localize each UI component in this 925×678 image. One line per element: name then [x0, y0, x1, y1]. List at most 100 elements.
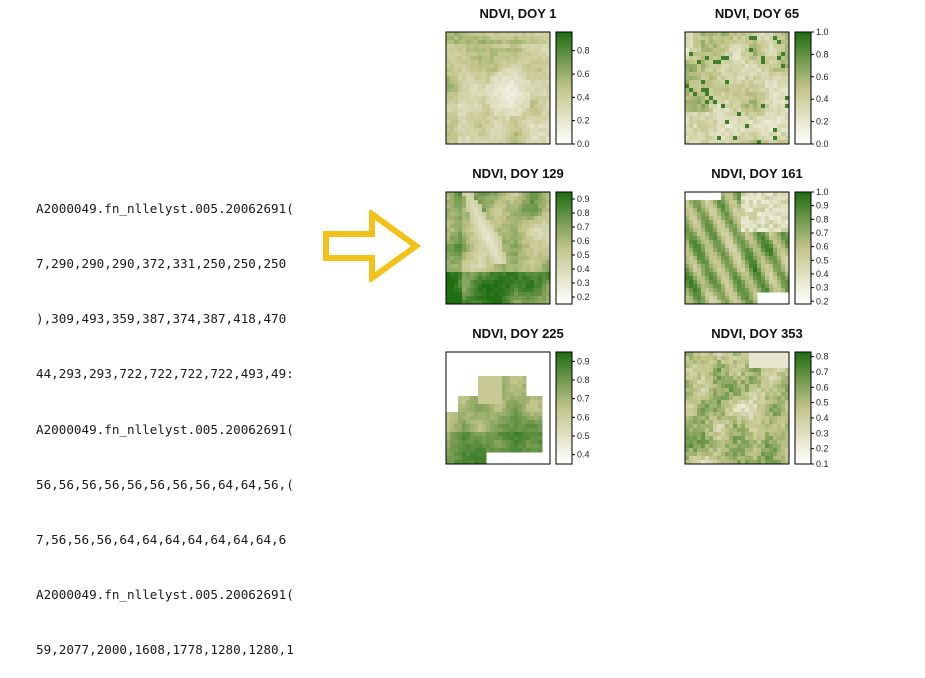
raster-cell — [522, 88, 527, 93]
raster-cell — [693, 260, 698, 265]
raster-cell — [514, 392, 519, 397]
raster-cell — [534, 116, 539, 121]
raster-cell — [685, 424, 690, 429]
raster-cell — [693, 272, 698, 277]
raster-cell — [506, 256, 511, 261]
raster-cell — [498, 240, 503, 245]
raster-cell — [729, 116, 734, 121]
raster-cell — [458, 424, 463, 429]
raster-cell — [709, 240, 714, 245]
raster-cell — [741, 360, 746, 365]
raster-cell — [741, 248, 746, 253]
raster-cell — [526, 68, 531, 73]
raster-cell — [777, 284, 782, 289]
raster-cell — [693, 376, 698, 381]
raster-cell — [510, 112, 515, 117]
raster-cell — [781, 272, 786, 277]
raster-cell — [462, 76, 467, 81]
raster-cell — [502, 192, 507, 197]
raster-cell — [470, 432, 475, 437]
raster-cell — [486, 96, 491, 101]
raster-cell — [466, 84, 471, 89]
raster-cell — [729, 140, 734, 145]
raster-cell — [458, 288, 463, 293]
raster-cell — [510, 44, 515, 49]
raster-cell — [510, 48, 515, 53]
raster-cell — [522, 392, 527, 397]
raster-cell — [757, 140, 762, 145]
raster-cell — [733, 416, 738, 421]
raster-cell — [769, 396, 774, 401]
raster-cell — [689, 440, 694, 445]
raster-cell — [685, 260, 690, 265]
raster-cell — [741, 68, 746, 73]
raster-cell — [685, 396, 690, 401]
raster-cell — [514, 68, 519, 73]
raster-cell — [713, 460, 718, 465]
raster-cell — [502, 32, 507, 37]
raster-cell — [745, 112, 750, 117]
raster-cell — [490, 296, 495, 301]
raster-cell — [773, 200, 778, 205]
raster-cell — [737, 368, 742, 373]
raster-cell — [785, 412, 790, 417]
raster-cell — [749, 36, 754, 41]
raster-cell — [446, 32, 451, 37]
raster-cell — [534, 48, 539, 53]
raster-cell — [462, 456, 467, 461]
raster-cell — [785, 212, 790, 217]
raster-cell — [733, 64, 738, 69]
raster-cell — [490, 284, 495, 289]
raster-cell — [757, 32, 762, 37]
raster-cell — [745, 272, 750, 277]
raster-cell — [510, 416, 515, 421]
raster-cell — [458, 100, 463, 105]
raster-cell — [538, 244, 543, 249]
raster-cell — [518, 388, 523, 393]
raster-cell — [733, 460, 738, 465]
raster-cell — [761, 420, 766, 425]
raster-cell — [689, 376, 694, 381]
raster-cell — [689, 448, 694, 453]
raster-cell — [737, 80, 742, 85]
raster-cell — [506, 212, 511, 217]
raster-cell — [446, 88, 451, 93]
raster-cell — [765, 260, 770, 265]
raster-cell — [510, 228, 515, 233]
raster-cell — [522, 380, 527, 385]
map-frame — [445, 191, 551, 305]
right-arrow-icon — [323, 210, 422, 282]
raster-cell — [482, 432, 487, 437]
raster-cell — [458, 212, 463, 217]
raster-cell — [757, 264, 762, 269]
raster-cell — [757, 112, 762, 117]
raster-cell — [733, 236, 738, 241]
raster-cell — [482, 208, 487, 213]
raster-cell — [733, 116, 738, 121]
raster-cell — [693, 268, 698, 273]
raster-cell — [466, 108, 471, 113]
raster-cell — [769, 136, 774, 141]
raster-cell — [454, 268, 459, 273]
raster-cell — [717, 280, 722, 285]
raster-cell — [490, 384, 495, 389]
raster-cell — [518, 108, 523, 113]
raster-cell — [454, 296, 459, 301]
raster-cell — [713, 440, 718, 445]
raster-cell — [709, 132, 714, 137]
raster-cell — [502, 92, 507, 97]
raster-cell — [474, 440, 479, 445]
raster-cell — [757, 400, 762, 405]
raster-cell — [705, 372, 710, 377]
raster-cell — [705, 268, 710, 273]
raster-cell — [486, 264, 491, 269]
raster-cell — [761, 440, 766, 445]
raster-cell — [486, 76, 491, 81]
raster-cell — [490, 76, 495, 81]
raster-cell — [518, 416, 523, 421]
raster-cell — [685, 404, 690, 409]
raster-cell — [446, 100, 451, 105]
raster-cell — [502, 444, 507, 449]
raster-cell — [454, 224, 459, 229]
raster-cell — [737, 192, 742, 197]
